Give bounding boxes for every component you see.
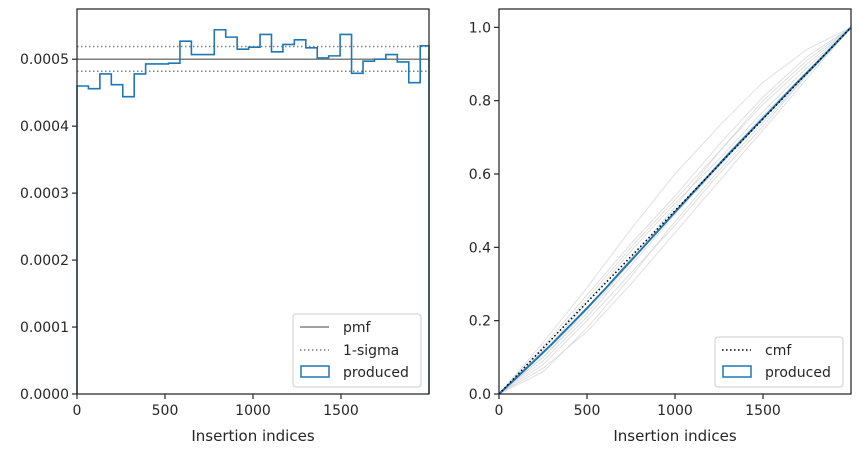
left-legend-produced-label: produced	[343, 365, 409, 381]
sample-cdf-curve	[498, 26, 852, 395]
y-tick-label: 0.0002	[20, 253, 69, 269]
left-chart: 0 500 1000 1500 0.0000 0.0001 0.0002 0.0003 0.00…	[20, 8, 430, 445]
x-tick-label: 0	[73, 403, 82, 419]
right-axes-frame	[498, 8, 852, 395]
sample-cdf-curve	[498, 26, 852, 395]
y-tick-label: 0.6	[469, 167, 491, 183]
x-tick-label: 500	[152, 403, 179, 419]
right-ticks: 0 500 1000 1500 0.0 0.2 0.4 0.6 0.8 1.0	[469, 20, 781, 419]
sample-cdf-curve	[498, 26, 852, 395]
y-tick-label: 0.0000	[20, 387, 69, 403]
left-x-axis-label: Insertion indices	[191, 427, 314, 445]
left-ticks: 0 500 1000 1500 0.0000 0.0001 0.0002 0.0003 0.00…	[20, 52, 359, 419]
y-tick-label: 0.2	[469, 314, 491, 330]
right-x-axis-label: Insertion indices	[613, 427, 736, 445]
left-legend: pmf 1-sigma produced	[292, 313, 422, 388]
sample-cdf-curve	[498, 26, 852, 395]
left-legend-box	[292, 313, 422, 388]
sample-cdf-curve	[498, 27, 852, 395]
y-tick-label: 0.0004	[20, 119, 69, 135]
produced-histogram-step	[76, 28, 430, 394]
y-tick-label: 0.0005	[20, 52, 69, 68]
right-legend-produced-swatch	[722, 365, 752, 378]
y-tick-label: 0.0001	[20, 320, 69, 336]
right-legend-cmf-label: cmf	[765, 343, 792, 359]
sample-cdf-curve	[498, 26, 852, 395]
right-chart: 0 500 1000 1500 0.0 0.2 0.4 0.6 0.8 1.0 Insertion…	[469, 8, 852, 445]
x-tick-label: 1500	[323, 403, 359, 419]
y-tick-label: 0.8	[469, 94, 491, 110]
right-legend-produced-label: produced	[765, 365, 831, 381]
x-tick-label: 1000	[657, 403, 693, 419]
x-tick-label: 500	[574, 403, 601, 419]
x-tick-label: 0	[495, 403, 504, 419]
left-legend-sigma-label: 1-sigma	[343, 343, 399, 359]
x-tick-label: 1500	[745, 403, 781, 419]
left-legend-produced-swatch	[300, 365, 330, 378]
y-tick-label: 0.0	[469, 387, 491, 403]
cmf-line	[498, 26, 852, 395]
left-axes-frame	[76, 8, 430, 395]
y-tick-label: 0.0003	[20, 186, 69, 202]
y-tick-label: 0.4	[469, 240, 491, 256]
left-legend-pmf-label: pmf	[343, 320, 372, 336]
right-plot-content	[498, 26, 852, 395]
left-plot-content	[76, 28, 430, 394]
right-legend: cmf produced	[714, 336, 844, 388]
y-tick-label: 1.0	[469, 20, 491, 36]
x-tick-label: 1000	[235, 403, 271, 419]
sample-cdf-curve	[498, 26, 852, 395]
